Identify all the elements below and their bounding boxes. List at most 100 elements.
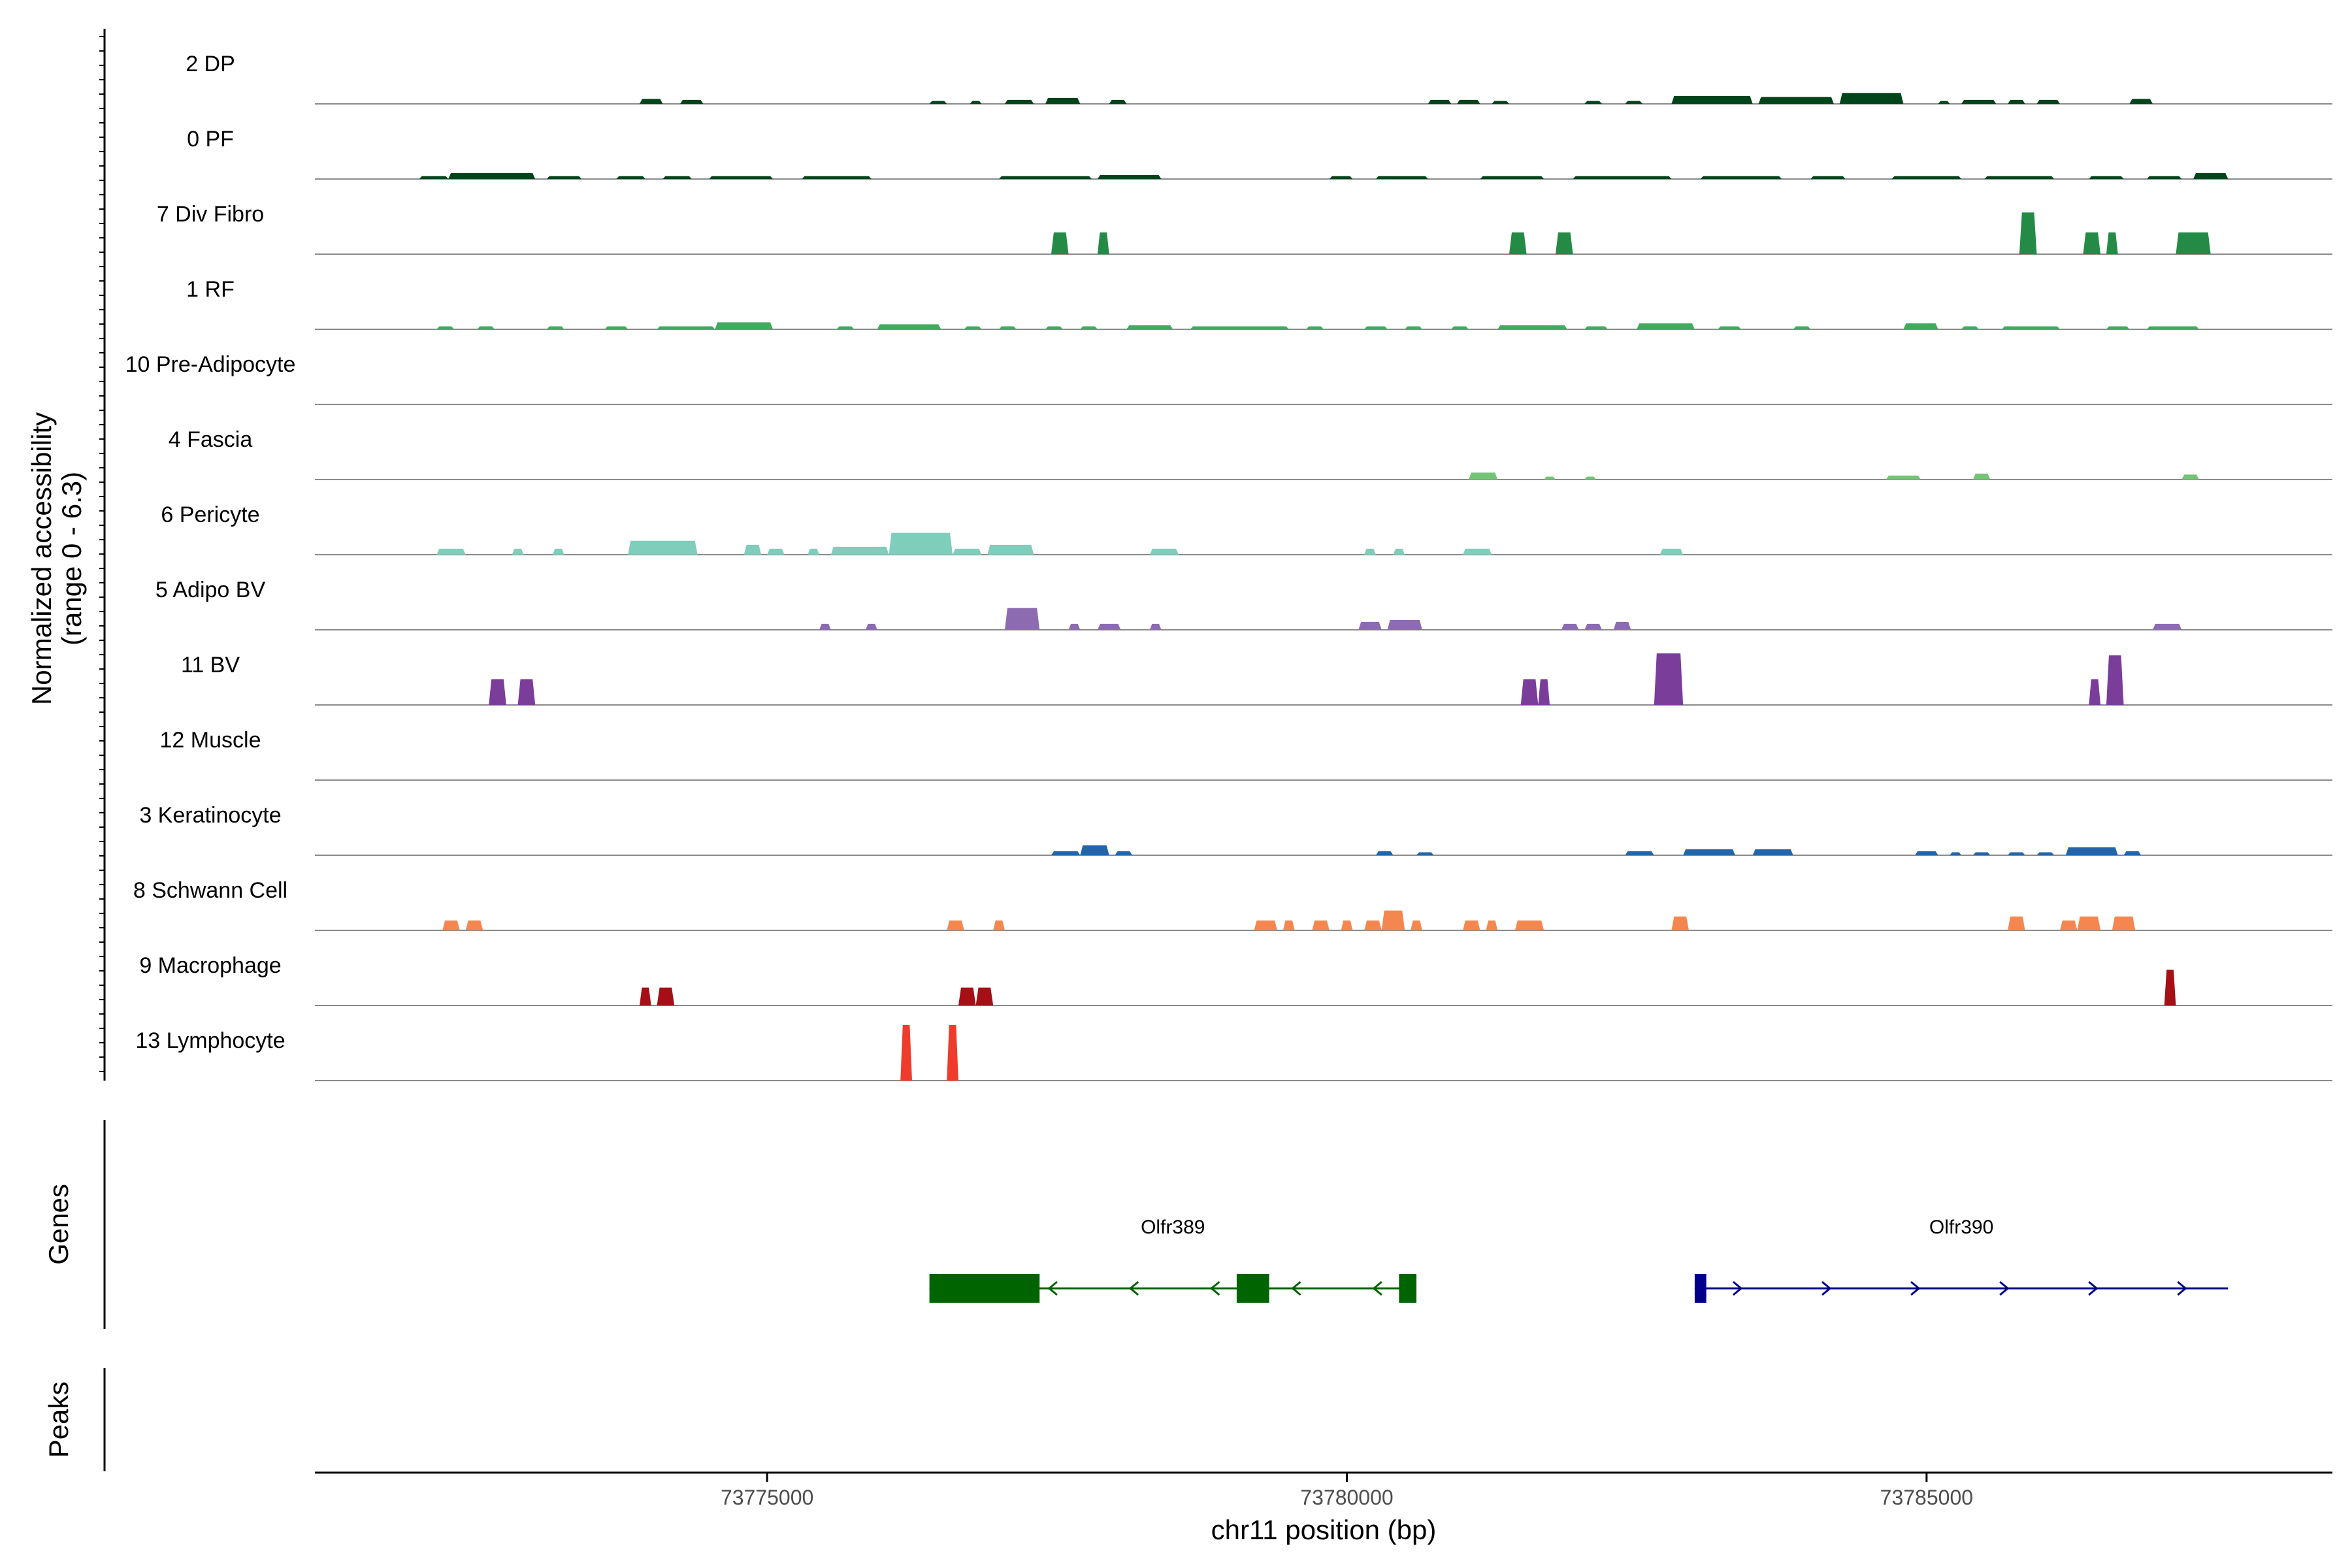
coverage-peak xyxy=(1613,621,1631,630)
coverage-peak xyxy=(953,548,982,555)
strand-arrow xyxy=(1372,1281,1382,1296)
coverage-peak xyxy=(1671,916,1690,930)
peaks-axis-title: Peaks xyxy=(43,1382,74,1458)
coverage-peak xyxy=(1462,920,1480,930)
track-9: 12 Muscle xyxy=(160,728,2332,781)
coverage-peak xyxy=(2036,99,2060,104)
coverage-peak xyxy=(1341,920,1353,930)
coverage-peak xyxy=(1972,852,1991,855)
coverage-peak xyxy=(1312,920,1330,930)
coverage-peak xyxy=(802,176,872,179)
coverage-peak xyxy=(889,532,953,555)
coverage-peak xyxy=(2083,232,2101,254)
coverage-peak xyxy=(1514,920,1544,930)
coverage-peak xyxy=(947,1025,958,1081)
coverage-peak xyxy=(970,101,982,104)
track-label: 10 Pre-Adipocyte xyxy=(125,352,296,377)
coverage-peak xyxy=(1068,623,1081,630)
coverage-peak xyxy=(947,920,964,930)
coverage-peak xyxy=(2089,176,2124,179)
track-label: 0 PF xyxy=(187,127,234,152)
strand-arrow xyxy=(1210,1281,1220,1296)
strand-arrow xyxy=(2088,1281,2099,1296)
strand-arrow xyxy=(1999,1281,2010,1296)
coverage-peak xyxy=(1683,849,1736,855)
coverage-peak xyxy=(1097,232,1109,254)
strand-arrow xyxy=(2177,1281,2187,1296)
coverage-peak xyxy=(2181,474,2199,480)
coverage-y-axis-title-line2: (range 0 - 6.3) xyxy=(56,472,87,645)
track-label: 7 Div Fibro xyxy=(157,202,264,227)
coverage-peak xyxy=(2065,847,2118,855)
track-4: 10 Pre-Adipocyte xyxy=(125,352,2332,405)
coverage-peak xyxy=(1416,852,1434,855)
coverage-peak xyxy=(1544,476,1556,480)
coverage-peak xyxy=(2176,232,2211,254)
coverage-peak xyxy=(1486,920,1498,930)
track-6: 6 Pericyte xyxy=(161,502,2332,555)
coverage-peak xyxy=(1282,920,1295,930)
coverage-peak xyxy=(1329,176,1353,179)
coverage-peak xyxy=(1375,176,1428,179)
coverage-peak xyxy=(639,987,651,1005)
track-1: 0 PF xyxy=(187,127,2332,180)
coverage-peak xyxy=(1190,326,1289,329)
coverage-peak xyxy=(1045,97,1081,104)
coverage-peak xyxy=(1915,851,1938,855)
coverage-peak xyxy=(1938,101,1950,104)
coverage-peak xyxy=(808,548,819,555)
track-11: 8 Schwann Cell xyxy=(133,878,2332,931)
coverage-peak xyxy=(999,176,1092,179)
exon xyxy=(1694,1274,1707,1303)
coverage-peak xyxy=(1659,548,1684,555)
coverage-peak xyxy=(512,548,524,555)
coverage-peak xyxy=(2106,655,2124,705)
coverage-peak xyxy=(1045,326,1063,329)
coverage-peak xyxy=(1573,176,1672,179)
coverage-peak xyxy=(1810,176,1846,179)
coverage-peak xyxy=(1393,548,1405,555)
coverage-peak xyxy=(877,324,941,329)
coverage-peak xyxy=(958,987,976,1005)
exon xyxy=(1399,1274,1416,1303)
track-label: 1 RF xyxy=(186,277,235,302)
strand-arrow xyxy=(1128,1281,1139,1296)
coverage-peak xyxy=(1381,910,1405,930)
track-label: 5 Adipo BV xyxy=(155,578,266,602)
coverage-peak xyxy=(1950,852,1962,855)
coverage-peak xyxy=(1671,95,1753,104)
track-10: 3 Keratinocyte xyxy=(139,803,2332,856)
coverage-peak xyxy=(1149,623,1162,630)
coverage-peak xyxy=(929,101,947,104)
coverage-peak xyxy=(1004,99,1034,104)
track-label: 9 Macrophage xyxy=(139,953,281,978)
coverage-peak xyxy=(2036,852,2055,855)
gene-Olfr389: Olfr389 xyxy=(929,1217,1416,1303)
strand-arrow xyxy=(1910,1281,1921,1296)
x-axis: 73775000 73780000 73785000 chr11 position … xyxy=(315,1471,2332,1545)
coverage-peak xyxy=(1886,475,1921,480)
coverage-peak xyxy=(546,326,564,329)
gene-label: Olfr389 xyxy=(1141,1217,1205,1238)
x-tick-label: 73785000 xyxy=(1880,1486,1973,1509)
coverage-peak xyxy=(1654,653,1684,705)
coverage-peak xyxy=(465,920,483,930)
coverage-peak xyxy=(865,623,877,630)
coverage-peak xyxy=(1584,476,1597,480)
strand-arrow xyxy=(1732,1281,1743,1296)
coverage-peak xyxy=(2089,679,2101,705)
coverage-peak xyxy=(1625,101,1643,104)
track-label: 3 Keratinocyte xyxy=(139,803,281,828)
coverage-peak xyxy=(1718,326,1741,329)
coverage-peak xyxy=(1752,849,1793,855)
coverage-peak xyxy=(2106,326,2130,329)
coverage-peak xyxy=(1411,920,1422,930)
track-8: 11 BV xyxy=(181,653,2332,706)
coverage-peak xyxy=(1584,326,1608,329)
coverage-peak xyxy=(1891,176,1962,179)
coverage-peak xyxy=(2129,99,2153,104)
coverage-peak xyxy=(1364,920,1382,930)
coverage-peak xyxy=(1625,851,1654,855)
